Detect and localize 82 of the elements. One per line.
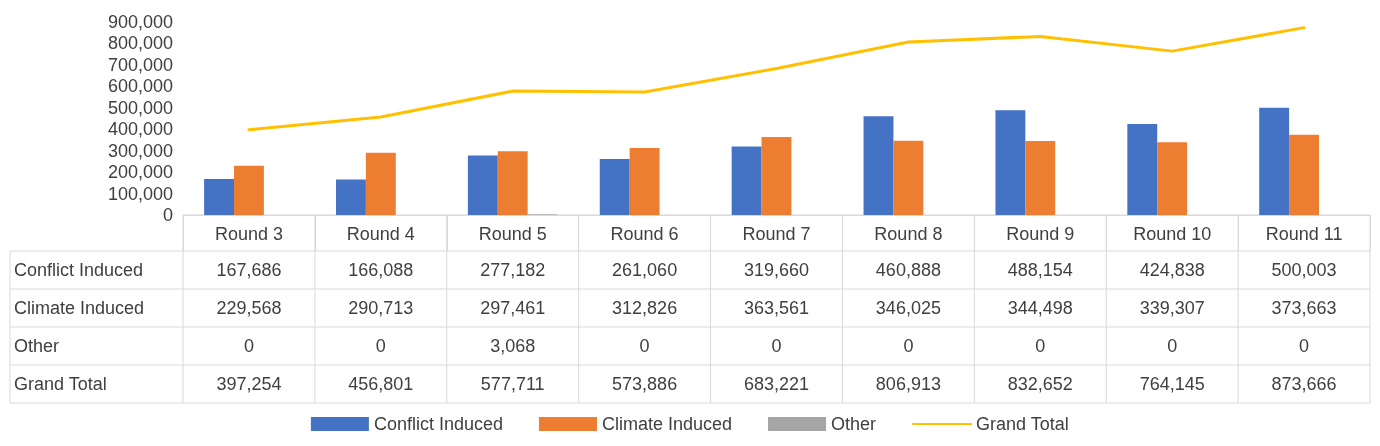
data-label: 832,652 [1007, 374, 1073, 394]
bar [1289, 134, 1319, 215]
legend-label: Conflict Induced [373, 414, 503, 434]
y-tick-label: 500,000 [107, 97, 173, 118]
data-label: 500,003 [1271, 260, 1337, 280]
bar [335, 179, 366, 215]
bar [893, 140, 924, 215]
data-label: 0 [243, 336, 254, 356]
y-tick-label: 700,000 [107, 54, 173, 75]
legend-label: Climate Induced [601, 414, 733, 434]
bar [1025, 141, 1056, 215]
data-label: 3,068 [490, 336, 536, 356]
data-label: 0 [375, 336, 386, 356]
data-label: 0 [1035, 336, 1046, 356]
y-tick-label: 800,000 [107, 33, 173, 54]
bar [1259, 107, 1290, 215]
x-tick-label: Round 3 [214, 224, 283, 244]
x-tick-label: Round 11 [1265, 224, 1343, 244]
x-tick-label: Round 6 [610, 224, 679, 244]
bar [365, 152, 396, 215]
bar [995, 110, 1026, 215]
data-label: 261,060 [612, 260, 678, 280]
y-tick-label: 900,000 [107, 12, 173, 32]
x-tick-label: Round 8 [874, 224, 943, 244]
data-label: 339,307 [1139, 298, 1205, 318]
bar [497, 151, 528, 215]
line-series [247, 26, 1306, 132]
text: Grand Total [14, 374, 107, 394]
y-tick-label: 200,000 [107, 162, 173, 183]
bar [629, 147, 660, 215]
bar [467, 155, 498, 215]
x-tick-label: Round 7 [742, 224, 811, 244]
x-tick-label: Round 10 [1133, 224, 1212, 244]
bar [761, 137, 792, 215]
data-label: 488,154 [1007, 260, 1073, 280]
data-label: 0 [639, 336, 650, 356]
text: Conflict Induced [14, 260, 144, 280]
data-label: 397,254 [216, 374, 282, 394]
bar [599, 159, 630, 215]
text: Other [14, 336, 60, 356]
x-tick-label: Round 4 [346, 224, 415, 244]
data-label: 346,025 [875, 298, 941, 318]
data-label: 0 [1299, 336, 1310, 356]
data-label: 764,145 [1139, 374, 1205, 394]
bar [1127, 123, 1158, 215]
bar [863, 116, 894, 215]
data-label: 456,801 [348, 374, 414, 394]
data-label: 297,461 [480, 298, 546, 318]
bar [204, 179, 234, 215]
data-label: 460,888 [875, 260, 941, 280]
bar [234, 165, 264, 215]
data-label: 573,886 [612, 374, 678, 394]
data-label: 0 [903, 336, 914, 356]
data-label: 229,568 [216, 298, 282, 318]
y-tick-label: 400,000 [107, 119, 173, 140]
data-label: 683,221 [743, 374, 810, 394]
legend-label: Grand Total [976, 414, 1069, 434]
data-label: 873,666 [1271, 374, 1337, 394]
data-label: 167,686 [216, 260, 282, 280]
data-label: 319,660 [743, 260, 810, 280]
text: Climate Induced [14, 298, 145, 318]
data-label: 312,826 [612, 298, 678, 318]
data-label: 290,713 [348, 298, 414, 318]
bar [731, 146, 762, 215]
data-label: 277,182 [480, 260, 546, 280]
y-tick-label: 300,000 [107, 140, 173, 161]
data-label: 0 [1167, 336, 1178, 356]
y-tick-label: 100,000 [107, 183, 173, 204]
bar [1157, 142, 1188, 215]
data-label: 166,088 [348, 260, 414, 280]
y-tick-label: 600,000 [107, 76, 173, 97]
y-tick-label: 0 [162, 205, 173, 225]
data-label: 363,561 [743, 298, 810, 318]
data-label: 344,498 [1007, 298, 1073, 318]
legend-label: Other [831, 414, 877, 434]
x-tick-label: Round 9 [1006, 224, 1075, 244]
x-tick-label: Round 5 [478, 224, 547, 244]
data-label: 424,838 [1139, 260, 1205, 280]
data-label: 373,663 [1271, 298, 1337, 318]
data-label: 0 [771, 336, 782, 356]
data-label: 577,711 [480, 374, 545, 394]
data-label: 806,913 [875, 374, 941, 394]
